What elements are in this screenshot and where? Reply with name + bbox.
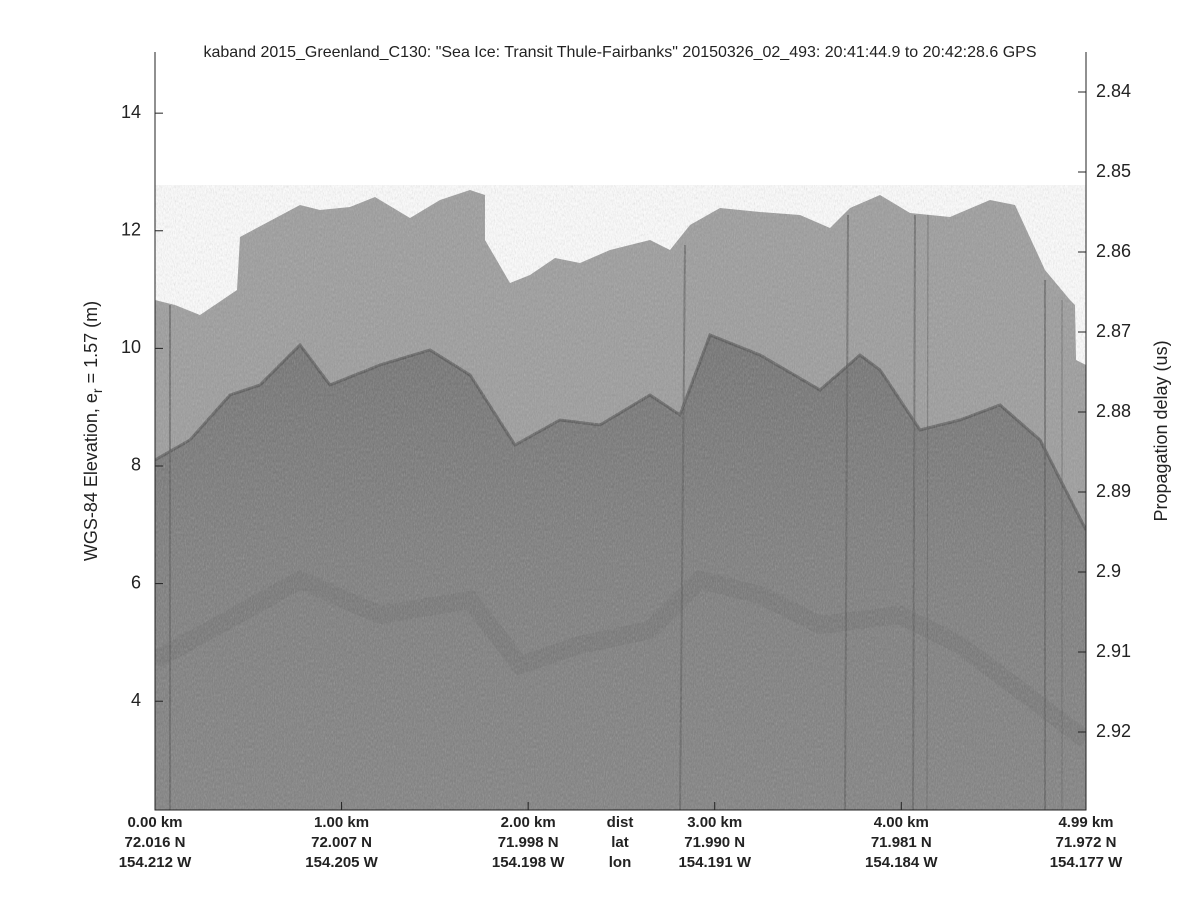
y-tick-label: 6 bbox=[131, 572, 141, 592]
lat-label: 71.998 N bbox=[498, 834, 559, 851]
y2-tick-label: 2.84 bbox=[1096, 81, 1131, 101]
x-tick-label: 2.00 km bbox=[501, 814, 556, 831]
x-tick-label: 4.99 km bbox=[1058, 814, 1113, 831]
lat-label: 72.007 N bbox=[311, 834, 372, 851]
lon-label: 154.212 W bbox=[119, 854, 192, 871]
lat-label: 71.981 N bbox=[871, 834, 932, 851]
y2-tick-label: 2.88 bbox=[1096, 401, 1131, 421]
y2-tick-label: 2.89 bbox=[1096, 481, 1131, 501]
row-label: lat bbox=[611, 834, 629, 851]
y-tick-label: 14 bbox=[121, 102, 141, 122]
row-label: lon bbox=[609, 854, 632, 871]
y2-tick-label: 2.85 bbox=[1096, 161, 1131, 181]
y2-axis-label: Propagation delay (us) bbox=[1151, 340, 1171, 521]
lon-label: 154.198 W bbox=[492, 854, 565, 871]
y-label-sub: r bbox=[89, 388, 105, 393]
x-tick-label: 1.00 km bbox=[314, 814, 369, 831]
lon-label: 154.205 W bbox=[305, 854, 378, 871]
y-tick-label: 8 bbox=[131, 455, 141, 475]
lat-label: 71.990 N bbox=[684, 834, 745, 851]
y-label-rest: = 1.57 (m) bbox=[81, 301, 101, 389]
x-tick-label: 3.00 km bbox=[687, 814, 742, 831]
y-label-main: WGS-84 Elevation, e bbox=[81, 393, 101, 561]
y2-tick-label: 2.87 bbox=[1096, 321, 1131, 341]
x-tick-label: 0.00 km bbox=[127, 814, 182, 831]
y2-tick-label: 2.91 bbox=[1096, 641, 1131, 661]
y-axis-label: WGS-84 Elevation, er = 1.57 (m) bbox=[81, 301, 105, 561]
speckle bbox=[155, 185, 1086, 810]
lat-label: 72.016 N bbox=[125, 834, 186, 851]
y2-tick-label: 2.86 bbox=[1096, 241, 1131, 261]
axes-frame bbox=[154, 52, 1087, 811]
lon-label: 154.177 W bbox=[1050, 854, 1123, 871]
y2-tick-label: 2.92 bbox=[1096, 721, 1131, 741]
lat-label: 71.972 N bbox=[1056, 834, 1117, 851]
echogram-image bbox=[155, 185, 1086, 810]
y-tick-label: 4 bbox=[131, 690, 141, 710]
lon-label: 154.191 W bbox=[678, 854, 751, 871]
y-tick-label: 12 bbox=[121, 220, 141, 240]
y2-tick-label: 2.9 bbox=[1096, 561, 1121, 581]
chart-title: kaband 2015_Greenland_C130: "Sea Ice: Tr… bbox=[204, 44, 1037, 61]
x-tick-label: 4.00 km bbox=[874, 814, 929, 831]
row-label: dist bbox=[607, 814, 634, 831]
y-tick-label: 10 bbox=[121, 337, 141, 357]
lon-label: 154.184 W bbox=[865, 854, 938, 871]
